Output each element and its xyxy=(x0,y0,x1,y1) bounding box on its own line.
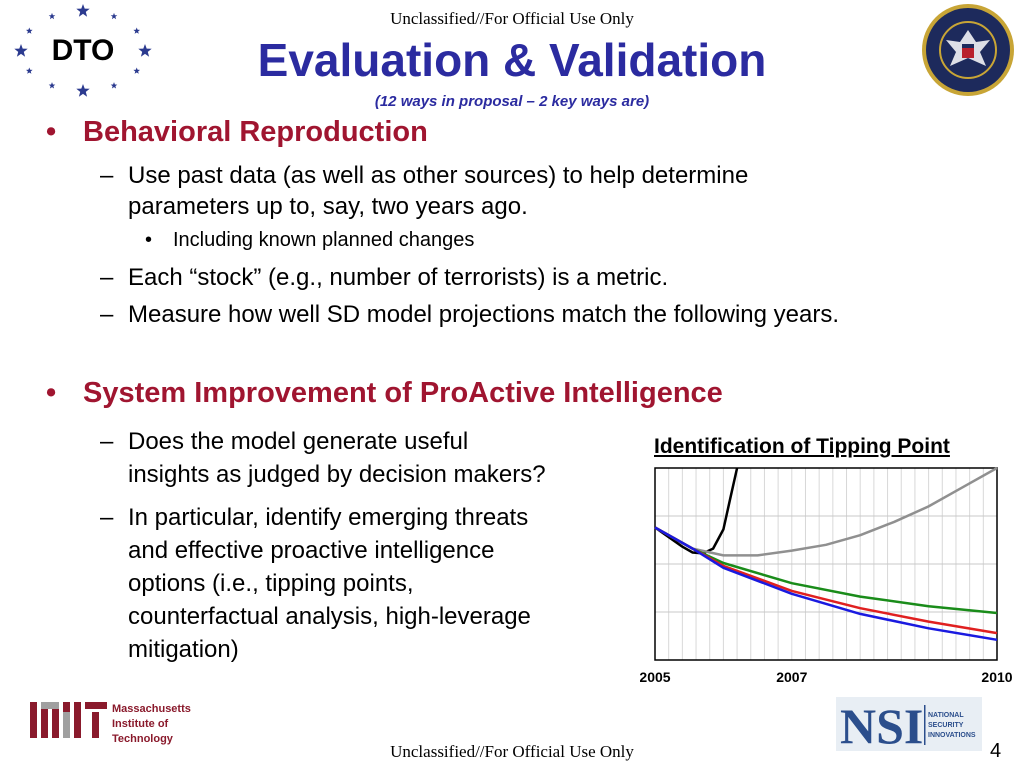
series-line-3 xyxy=(654,526,998,635)
page-number: 4 xyxy=(990,740,1002,762)
dto-stars-icon xyxy=(14,4,152,97)
star-icon xyxy=(110,82,118,89)
nsi-logo-text: NSI xyxy=(840,698,923,751)
dto-logo: DTO xyxy=(14,4,152,97)
star-icon xyxy=(133,67,140,74)
chart-ticks: 2005 2007 2010 xyxy=(640,669,1012,685)
svg-text:NATIONAL: NATIONAL xyxy=(928,712,964,719)
star-icon xyxy=(14,44,28,57)
star-icon xyxy=(76,4,90,17)
svg-text:SECURITY: SECURITY xyxy=(928,722,964,729)
chart-lines xyxy=(654,466,998,642)
bullet-icon: • xyxy=(46,116,57,148)
chart-grid xyxy=(655,468,997,660)
nsi-logo: NSI NATIONAL SECURITY INNOVATIONS xyxy=(836,697,982,751)
dash-icon: – xyxy=(100,428,114,455)
bullet-icon: • xyxy=(46,377,57,409)
mit-logo-text: Massachusetts Institute of Technology xyxy=(112,703,191,745)
star-icon xyxy=(26,67,33,74)
svg-text:INNOVATIONS: INNOVATIONS xyxy=(928,732,976,739)
slide-subtitle: (12 ways in proposal – 2 key ways are) xyxy=(374,93,650,110)
chart-title: Identification of Tipping Point xyxy=(654,435,950,458)
odni-seal-icon xyxy=(922,4,1014,96)
x-tick-label: 2007 xyxy=(776,669,807,685)
star-icon xyxy=(110,12,118,20)
dash-icon: – xyxy=(100,162,114,189)
dash-icon: – xyxy=(100,301,114,328)
star-icon xyxy=(138,44,152,57)
star-icon xyxy=(133,27,140,34)
series-line-1 xyxy=(654,466,998,557)
slide-title: Evaluation & Validation xyxy=(257,34,767,86)
star-icon xyxy=(26,27,33,34)
star-icon xyxy=(48,12,56,20)
star-icon xyxy=(76,84,90,97)
classification-bottom: Unclassified//For Official Use Only xyxy=(390,742,634,761)
x-tick-label: 2010 xyxy=(981,669,1012,685)
dash-icon: – xyxy=(100,264,114,291)
dto-logo-text: DTO xyxy=(52,34,115,67)
star-icon xyxy=(48,82,56,89)
dash-icon: – xyxy=(100,504,114,531)
classification-top: Unclassified//For Official Use Only xyxy=(390,9,634,28)
bullet-icon: • xyxy=(145,229,153,251)
mit-logo-icon xyxy=(30,702,107,738)
chart-frame xyxy=(654,467,998,661)
tipping-point-chart: 2005 2007 2010 xyxy=(640,466,1012,685)
x-tick-label: 2005 xyxy=(640,669,671,685)
series-line-4 xyxy=(654,526,998,642)
